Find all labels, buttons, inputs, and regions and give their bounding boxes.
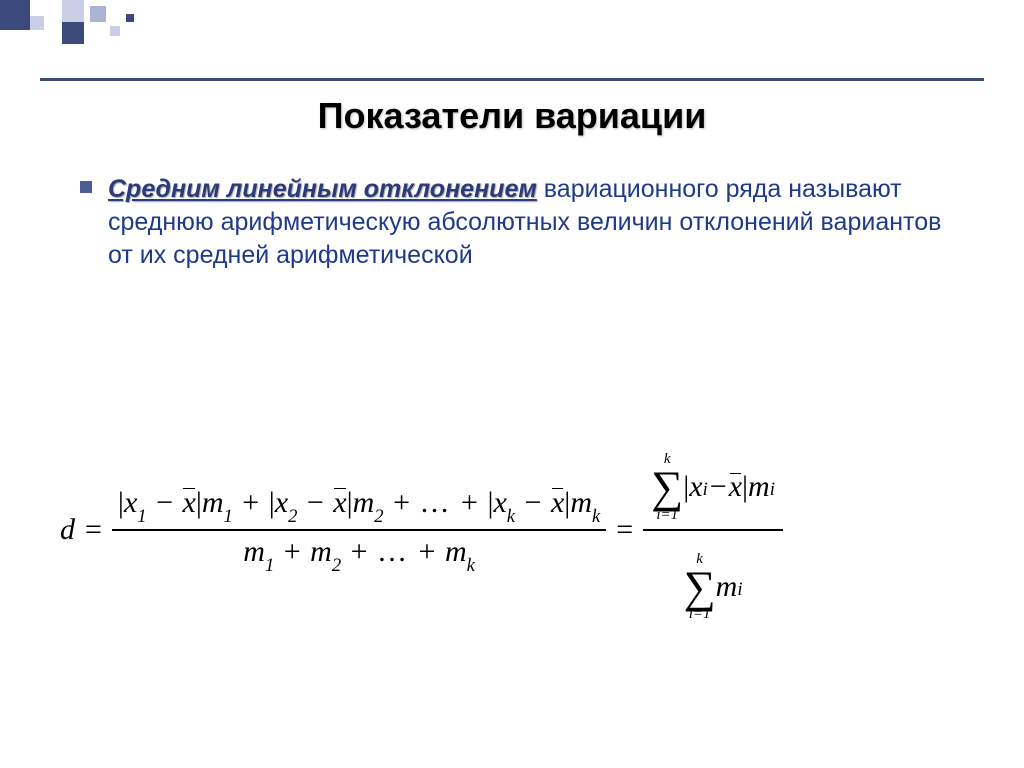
slide-body: Показатели вариации Средним линейным отк…	[40, 78, 984, 728]
definition-text: Средним линейным отклонением вариационно…	[108, 173, 944, 272]
definition-term: Средним линейным отклонением	[108, 175, 537, 203]
definition-block: Средним линейным отклонением вариационно…	[108, 173, 944, 272]
slide-title: Показатели вариации	[40, 95, 984, 137]
formula: d=|x1 − x|m1 + |x2 − x|m2 + … + |xk − x|…	[60, 431, 964, 628]
corner-decoration	[0, 0, 180, 64]
bullet-icon	[80, 181, 92, 193]
